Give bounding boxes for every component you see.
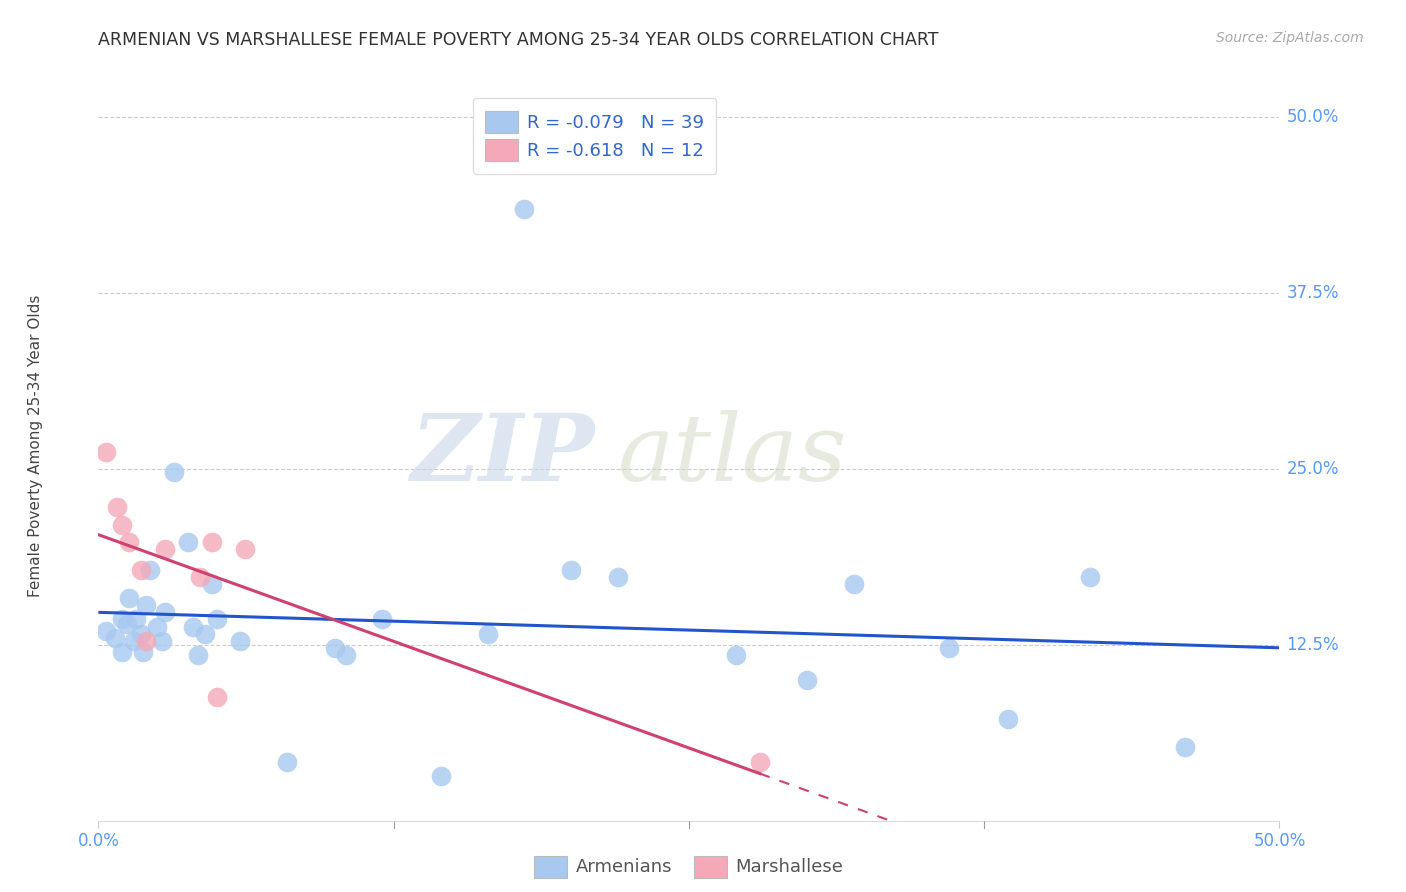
Point (844, 577, 866, 591)
Point (205, 613, 228, 627)
Text: Source: ZipAtlas.com: Source: ZipAtlas.com (1216, 31, 1364, 45)
Point (111, 613, 134, 627)
Point (187, 648, 209, 662)
Point (938, 640, 960, 655)
Text: 12.5%: 12.5% (1286, 636, 1339, 654)
Point (153, 606, 176, 620)
Point (146, 619, 169, 633)
Text: ARMENIAN VS MARSHALLESE FEMALE POVERTY AMONG 25-34 YEAR OLDS CORRELATION CHART: ARMENIAN VS MARSHALLESE FEMALE POVERTY A… (98, 31, 939, 49)
Point (1174, 740, 1197, 755)
Point (997, 712, 1019, 726)
Point (233, 542, 256, 557)
Point (276, 755, 298, 769)
Text: 37.5%: 37.5% (1286, 285, 1339, 302)
Point (323, 640, 346, 655)
Point (371, 613, 394, 627)
Text: Female Poverty Among 25-34 Year Olds: Female Poverty Among 25-34 Year Olds (28, 295, 42, 597)
Legend: Armenians, Marshallese: Armenians, Marshallese (527, 848, 851, 885)
Point (104, 631, 127, 645)
Point (229, 633, 252, 648)
Point (607, 570, 630, 584)
Point (205, 690, 228, 704)
Point (135, 599, 157, 613)
Point (177, 535, 200, 549)
Point (512, 202, 534, 216)
Point (132, 645, 155, 659)
Point (201, 535, 224, 549)
Point (129, 626, 152, 640)
Point (188, 570, 211, 584)
Point (118, 535, 141, 549)
Point (153, 542, 176, 557)
Text: atlas: atlas (619, 410, 848, 500)
Point (181, 619, 204, 633)
Point (94, 624, 117, 638)
Point (430, 769, 453, 783)
Point (125, 613, 148, 627)
Point (105, 500, 128, 514)
Point (111, 518, 134, 533)
Point (163, 465, 186, 479)
Point (477, 626, 499, 640)
Point (748, 755, 770, 769)
Point (115, 616, 138, 631)
Text: ZIP: ZIP (411, 410, 595, 500)
Point (118, 591, 141, 606)
Point (94, 445, 117, 459)
Point (122, 633, 145, 648)
Point (139, 563, 162, 577)
Point (796, 673, 818, 687)
Point (111, 645, 134, 659)
Point (201, 577, 224, 591)
Point (135, 633, 157, 648)
Point (129, 563, 152, 577)
Point (150, 633, 173, 648)
Point (725, 648, 748, 662)
Point (560, 563, 582, 577)
Point (1080, 570, 1102, 584)
Text: 50.0%: 50.0% (1286, 108, 1339, 127)
Point (194, 626, 217, 640)
Text: 25.0%: 25.0% (1286, 460, 1339, 478)
Point (335, 648, 357, 662)
